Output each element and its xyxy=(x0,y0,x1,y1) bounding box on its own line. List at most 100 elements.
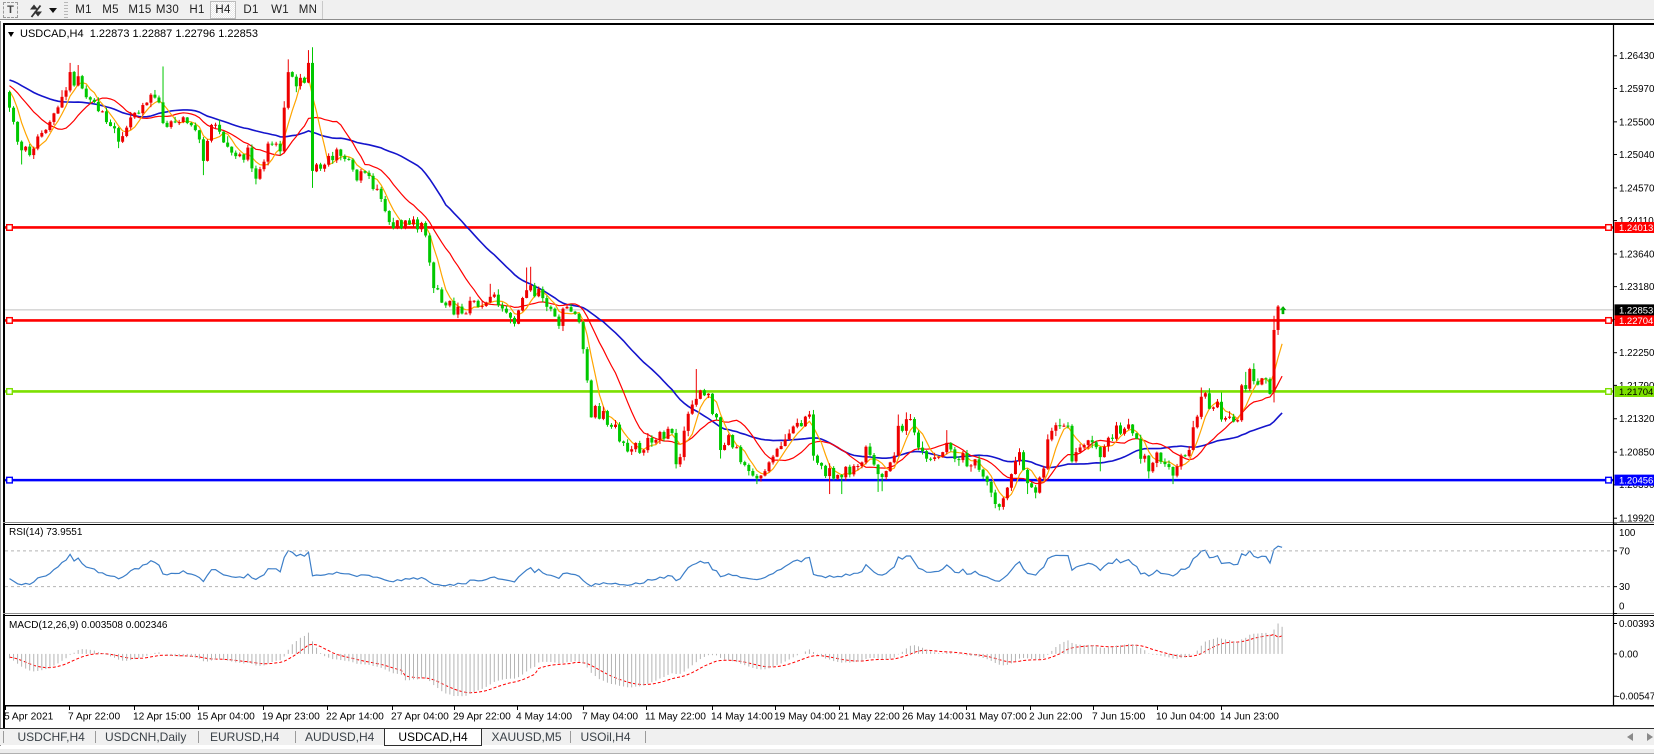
candle-body xyxy=(658,431,662,440)
tab-scroll-left-icon[interactable] xyxy=(1627,733,1633,741)
candle-body xyxy=(278,143,282,152)
candle-body xyxy=(824,465,828,477)
time-axis[interactable]: 5 Apr 2021 7 Apr 22:00 12 Apr 15:00 15 Apr … xyxy=(4,706,1279,723)
candle-body xyxy=(941,452,945,458)
candle-body xyxy=(811,414,815,456)
candle-body xyxy=(832,467,836,479)
candle-body xyxy=(892,455,896,463)
timeframe-button-H4[interactable]: H4 xyxy=(210,1,236,19)
candle-body xyxy=(937,456,941,458)
chart-tab-XAUUSD-M5[interactable]: XAUUSD,M5 xyxy=(491,730,562,744)
candle-body xyxy=(242,154,246,160)
candle-body xyxy=(900,425,904,431)
price-axis: 1.26430 1.25970 1.25500 1.25040 1.24570 1.241… xyxy=(1612,25,1654,705)
candle-body xyxy=(371,175,375,189)
hline-anchor[interactable] xyxy=(1604,476,1612,484)
candle-body xyxy=(525,290,529,298)
candle-body xyxy=(100,111,104,113)
hline-price-tag xyxy=(1614,385,1654,397)
tab-divider xyxy=(569,731,571,743)
hline-anchor[interactable] xyxy=(1604,387,1612,395)
candle-body xyxy=(117,128,121,142)
candle-body xyxy=(1272,329,1276,392)
chart-tab-USDCNH-Daily[interactable]: USDCNH,Daily xyxy=(105,730,187,744)
chart-tab-USDCHF-H4[interactable]: USDCHF,H4 xyxy=(17,730,85,744)
candle-body xyxy=(517,310,521,324)
hline-anchor[interactable] xyxy=(5,387,13,395)
timeframe-button-W1[interactable]: W1 xyxy=(271,4,289,16)
candle-body xyxy=(771,456,775,463)
timeframe-button-M15[interactable]: M15 xyxy=(128,4,152,16)
candle-body xyxy=(719,417,723,451)
hline-anchor[interactable] xyxy=(5,476,13,484)
arrow-objects-icon[interactable] xyxy=(27,1,45,19)
timeframe-button-H1[interactable]: H1 xyxy=(189,4,205,16)
rsi-scale-label: 0 xyxy=(1619,601,1625,612)
candle-body xyxy=(72,71,76,86)
hline-anchor[interactable] xyxy=(1604,316,1612,324)
candle-body xyxy=(56,107,60,114)
candle-body xyxy=(197,130,201,140)
hline-anchor[interactable] xyxy=(5,316,13,324)
candle-body xyxy=(226,142,230,147)
candle-body xyxy=(104,111,108,123)
timeframe-button-M30[interactable]: M30 xyxy=(155,4,180,16)
rsi-pane[interactable] xyxy=(5,550,1613,588)
candle-body xyxy=(428,235,432,263)
candle-body xyxy=(783,439,787,447)
candle-body xyxy=(1195,416,1199,428)
symbol-dropdown-icon[interactable] xyxy=(8,31,14,37)
hline-anchor[interactable] xyxy=(1604,223,1612,231)
main-pane[interactable] xyxy=(5,76,1613,694)
toolbar-grip[interactable] xyxy=(64,2,68,18)
chart-tab-AUDUSD-H4[interactable]: AUDUSD,H4 xyxy=(305,730,375,744)
candle-body xyxy=(306,62,310,83)
candle-body xyxy=(359,171,363,181)
candle-body xyxy=(985,476,989,482)
candle-body xyxy=(957,459,961,461)
timeframe-button-MN[interactable]: MN xyxy=(298,4,318,16)
candle-body xyxy=(803,416,807,427)
candle-body xyxy=(375,188,379,190)
candle-body xyxy=(129,117,133,128)
candle-body xyxy=(258,169,262,179)
candle-body xyxy=(1054,425,1058,431)
candle-body xyxy=(670,428,674,433)
arrow-dropdown-icon[interactable] xyxy=(49,8,57,13)
hline-anchor[interactable] xyxy=(5,223,13,231)
time-label: 22 Apr 14:00 xyxy=(326,712,384,723)
candle-body xyxy=(319,164,323,169)
candle-body xyxy=(1264,378,1268,380)
candle-body xyxy=(456,306,460,315)
chart-tab-USDCAD-H4[interactable]: USDCAD,H4 xyxy=(384,729,482,746)
time-label: 14 Jun 23:00 xyxy=(1220,712,1279,723)
chart-tab-EURUSD-H4[interactable]: EURUSD,H4 xyxy=(210,730,280,744)
text-tool-icon[interactable]: T xyxy=(3,2,18,18)
candle-body xyxy=(137,112,141,114)
timeframe-button-M5[interactable]: M5 xyxy=(102,4,119,16)
chart-tab-USOil-H4[interactable]: USOil,H4 xyxy=(580,730,631,744)
candle-body xyxy=(1203,393,1207,397)
candle-body xyxy=(739,446,743,463)
macd-pane[interactable] xyxy=(9,623,1283,697)
candle-body xyxy=(1224,418,1228,420)
buy-arrow-icon[interactable] xyxy=(1279,306,1287,315)
candle-body xyxy=(682,430,686,458)
timeframe-button-D1[interactable]: D1 xyxy=(243,4,259,16)
candle-body xyxy=(294,76,298,87)
candle-body xyxy=(634,442,638,450)
tab-scroll-right-icon[interactable] xyxy=(1647,733,1653,741)
candle-body xyxy=(302,77,306,83)
candle-body xyxy=(1171,466,1175,476)
candle-body xyxy=(888,462,892,472)
candle-body xyxy=(763,471,767,476)
timeframe-button-M1[interactable]: M1 xyxy=(75,4,92,16)
candle-body xyxy=(238,154,242,157)
candle-body xyxy=(1066,425,1070,427)
candle-body xyxy=(945,442,949,453)
candle-body xyxy=(476,300,480,307)
candle-body xyxy=(351,159,355,170)
candle-body xyxy=(88,97,92,100)
candle-body xyxy=(363,171,367,173)
